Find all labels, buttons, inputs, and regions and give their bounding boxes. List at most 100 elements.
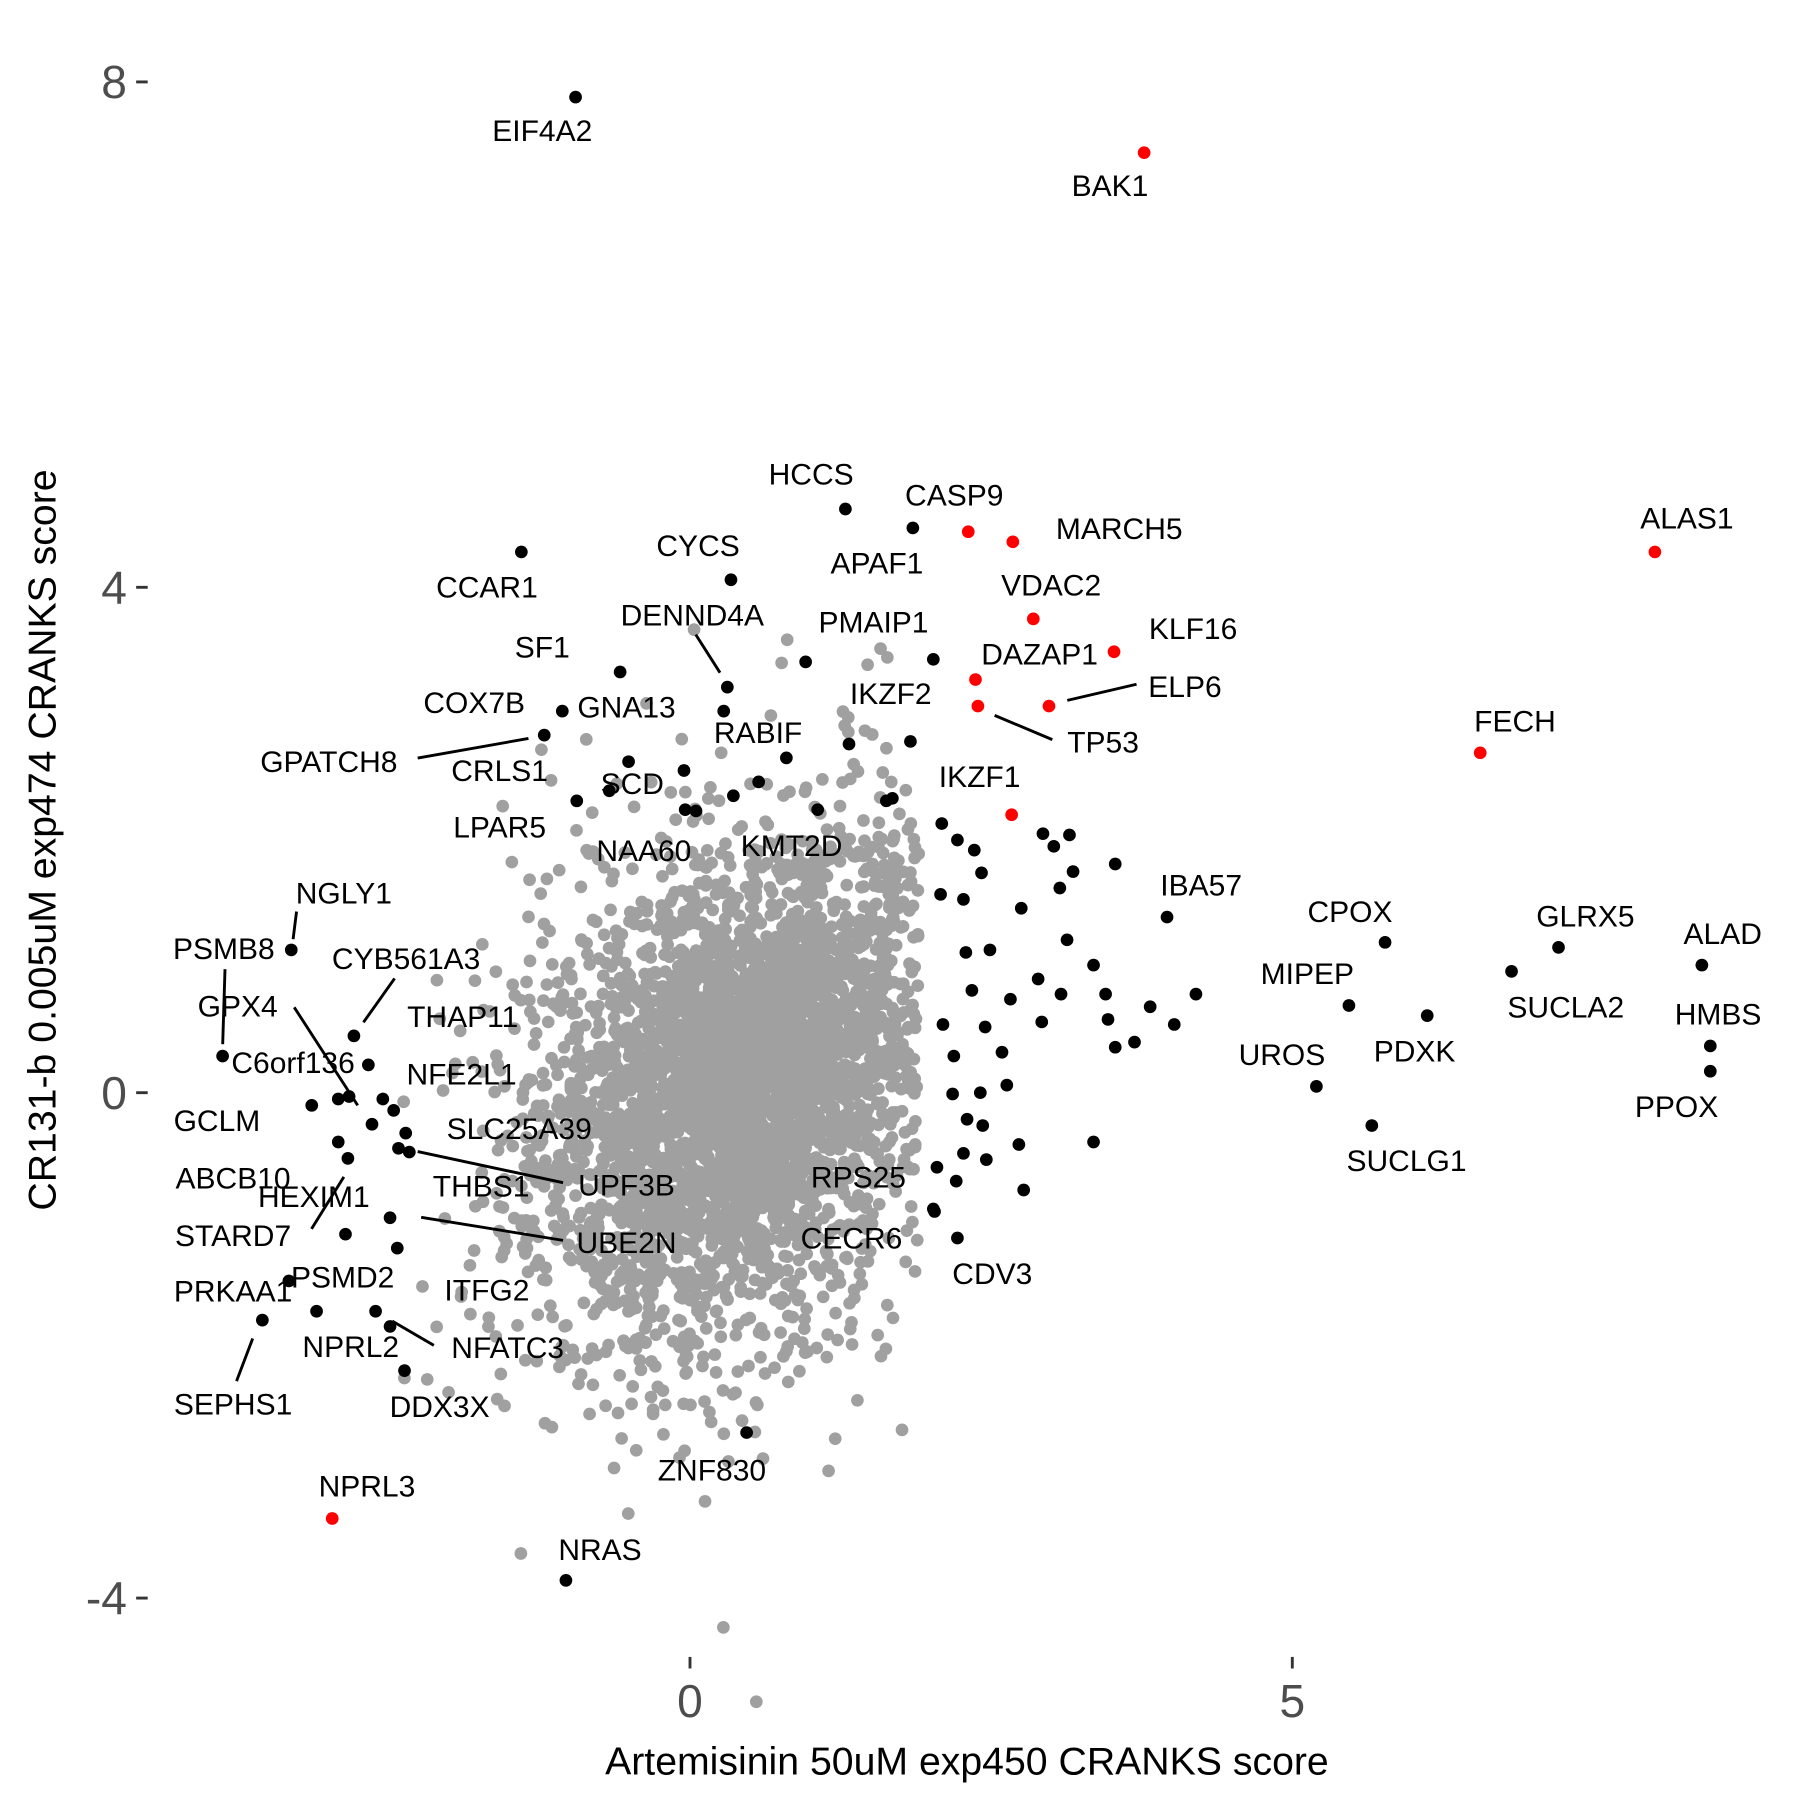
background-point [704,781,717,794]
background-point [666,1141,679,1154]
background-point [703,1106,717,1120]
background-point [798,1346,812,1360]
background-point [793,1364,806,1378]
background-point [908,960,922,974]
background-point [556,1207,570,1220]
background-point [739,880,753,894]
background-point [686,1006,700,1020]
background-point [833,799,847,813]
leader-line [221,969,227,1045]
background-point [493,1200,506,1213]
background-point [813,1268,827,1282]
background-point [631,1232,645,1246]
background-point [764,836,778,850]
background-point [886,1177,900,1191]
background-point [810,901,823,914]
background-point [582,847,596,860]
background-point [705,1129,718,1142]
background-point [910,1233,924,1247]
point-label: UPF3B [578,1169,675,1202]
hit-point [960,1112,974,1126]
background-point [516,1086,530,1099]
background-point [537,1273,550,1286]
background-point [709,1366,723,1379]
background-point [597,928,611,942]
background-point [872,1082,885,1095]
background-point [629,1054,642,1068]
background-point [763,962,777,976]
background-point [722,1011,736,1024]
background-point [448,1057,462,1071]
background-point [547,1219,561,1233]
point-label: NRAS [558,1534,641,1567]
background-point [801,1127,814,1141]
background-point [607,1040,621,1054]
background-point [701,957,715,970]
background-point [840,1250,854,1264]
y-tick-label: 8 [101,56,127,108]
background-point [797,914,811,928]
background-point [643,1168,656,1182]
point-sucla2 [1505,965,1518,978]
point-label: NFATC3 [451,1332,564,1365]
background-point [909,1115,922,1128]
background-point [606,1071,620,1084]
background-point [703,1405,716,1419]
background-point [416,1280,429,1293]
point-label: SCD [601,768,664,801]
leader-line [310,1176,346,1230]
background-point [654,1067,668,1081]
leader-line [235,1337,255,1382]
background-point [670,1250,684,1264]
background-point [646,1185,660,1199]
background-point [682,1046,696,1060]
background-point [857,849,870,863]
background-point [896,1160,910,1174]
background-point [746,1191,760,1205]
point-label: PMAIP1 [818,606,928,639]
background-point [627,800,641,814]
point-crls1 [622,755,635,769]
background-point [734,1055,747,1069]
background-point [687,1037,701,1050]
background-point [657,1427,670,1441]
background-point [679,785,692,799]
background-point [848,1195,862,1209]
background-point [851,1393,864,1407]
background-point [626,1271,640,1285]
background-point [584,1095,598,1109]
point-label: PSMB8 [173,933,275,966]
background-point [880,972,893,986]
background-point [581,1352,595,1365]
background-point [654,1167,668,1181]
background-point [722,1455,735,1468]
background-point [669,1093,683,1107]
background-point [677,1056,691,1069]
point-apaf1 [906,521,920,535]
point-gna13 [717,704,731,718]
point-label: GLRX5 [1536,901,1634,934]
background-point [613,1368,626,1382]
background-point [673,1290,687,1304]
background-point [861,1255,875,1268]
leader-line [362,977,396,1024]
point-label: EIF4A2 [492,115,592,148]
hit-point [689,804,703,818]
point-label: TP53 [1067,726,1139,759]
background-point [777,1349,790,1363]
background-point [578,1233,591,1247]
background-point [848,1043,861,1057]
point-label: UBE2N [577,1227,677,1260]
background-point [561,1168,575,1182]
background-point [765,1101,779,1114]
background-point [786,923,799,937]
background-point [835,983,849,997]
hit-point [1108,1040,1122,1054]
background-point [527,1038,541,1051]
background-point [793,1095,807,1108]
background-point [751,1029,765,1042]
point-ube2n [383,1211,397,1225]
background-point [520,975,533,989]
background-point [634,1363,648,1377]
background-point [783,1015,797,1029]
